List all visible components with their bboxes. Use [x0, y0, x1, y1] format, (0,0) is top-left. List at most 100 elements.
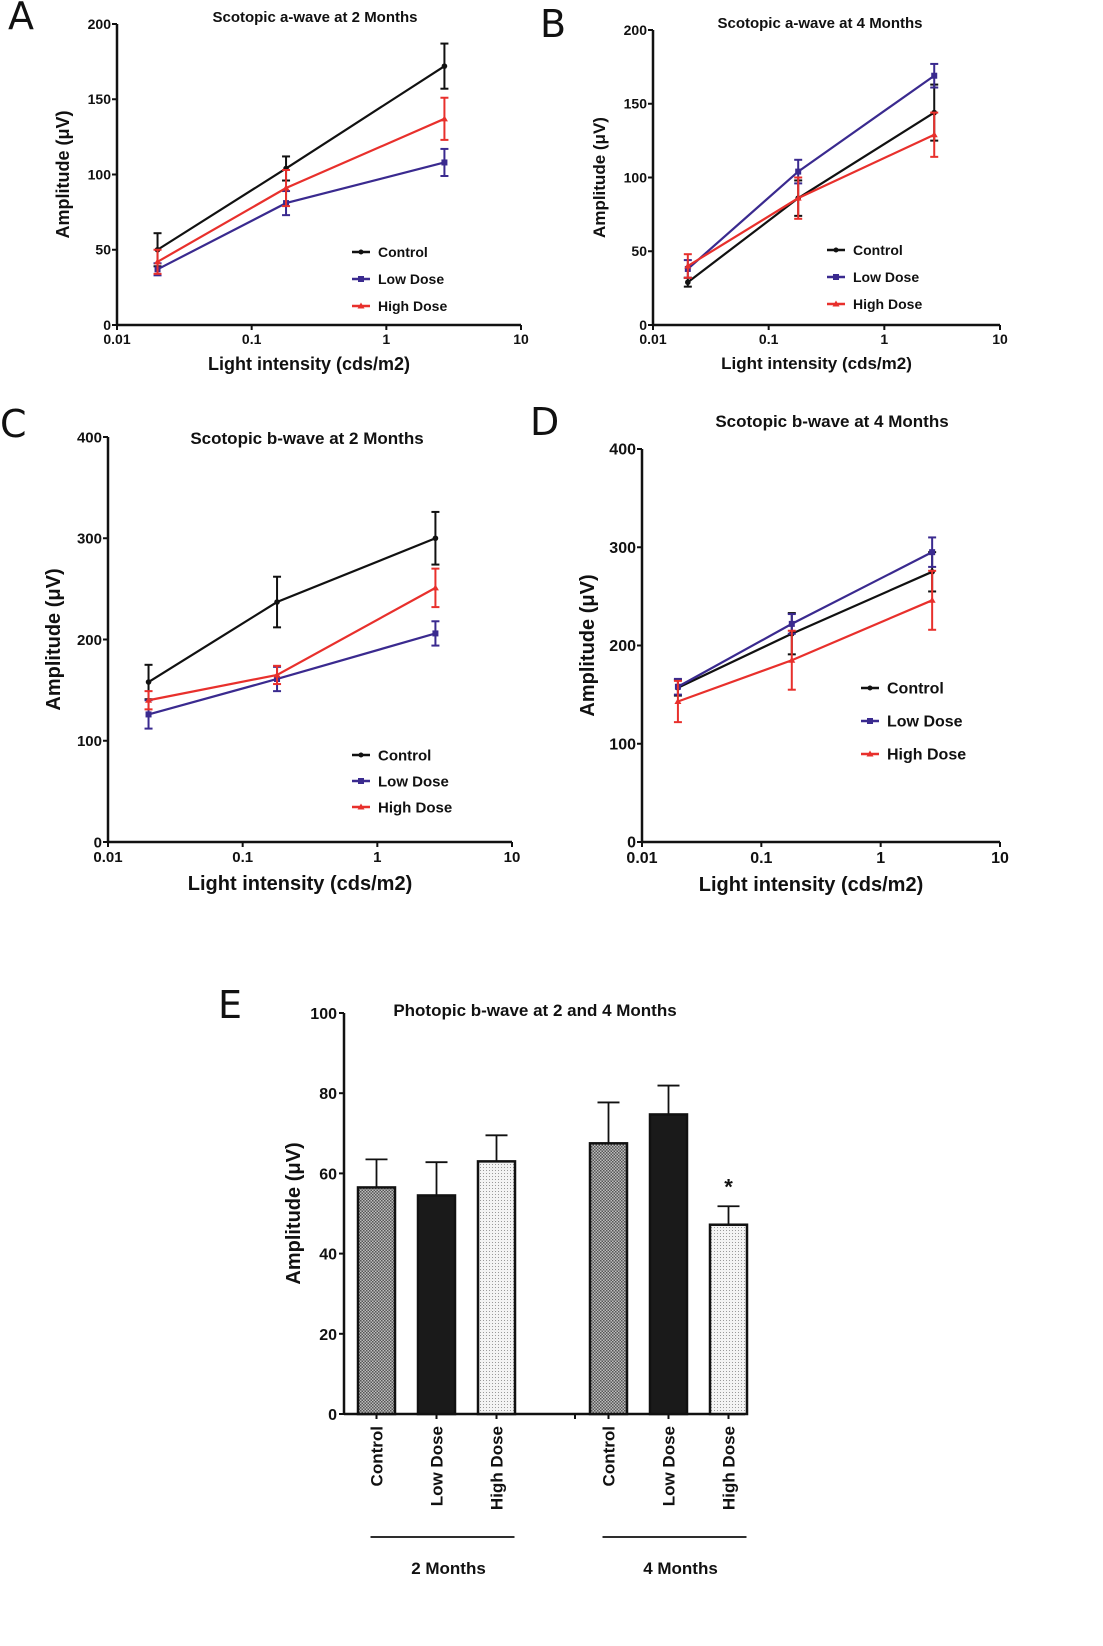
y-tick-label: 100 — [310, 1006, 337, 1023]
legend-item-low-dose: Low Dose — [352, 773, 449, 790]
y-tick-label: 50 — [631, 243, 647, 259]
x-tick-label: 0.1 — [750, 850, 772, 867]
y-tick-label: 300 — [77, 531, 102, 548]
legend-marker — [357, 302, 365, 309]
x-tick-label: 10 — [991, 850, 1009, 867]
legend-label: Low Dose — [853, 269, 919, 285]
y-tick-label: 150 — [88, 91, 112, 107]
data-point — [788, 656, 796, 663]
panel-letter-d: D — [530, 400, 560, 444]
y-tick-label: 200 — [624, 22, 648, 38]
legend-marker — [832, 300, 840, 307]
legend-label: High Dose — [378, 298, 447, 314]
data-point — [274, 599, 280, 605]
x-tick-label: 0.01 — [639, 331, 666, 347]
y-tick-label: 0 — [94, 834, 102, 851]
legend-item-high-dose: High Dose — [352, 298, 447, 314]
y-tick-label: 100 — [609, 736, 636, 753]
bar-control — [588, 1142, 629, 1416]
legend-item-control: Control — [861, 681, 944, 698]
legend-item-high-dose: High Dose — [861, 747, 966, 764]
category-label: Low Dose — [660, 1426, 679, 1506]
y-tick-label: 40 — [319, 1247, 337, 1264]
legend-item-control: Control — [352, 747, 431, 764]
data-point — [273, 671, 281, 678]
y-tick-label: 200 — [77, 632, 102, 649]
legend-label: Control — [378, 747, 431, 764]
data-point — [145, 696, 153, 703]
y-tick-label: 100 — [88, 166, 112, 182]
x-tick-label: 0.01 — [93, 849, 122, 866]
legend-label: High Dose — [887, 747, 966, 764]
legend-label: Low Dose — [378, 773, 449, 790]
data-point — [432, 535, 439, 542]
group-label: 2 Months — [411, 1559, 486, 1578]
x-tick-label: 0.01 — [103, 331, 130, 347]
data-point — [145, 679, 152, 685]
series-high-dose — [683, 111, 939, 279]
y-axis-label: Amplitude (μV) — [43, 568, 65, 710]
x-tick-label: 10 — [513, 331, 529, 347]
y-tick-label: 60 — [319, 1166, 337, 1183]
x-tick-label: 1 — [880, 331, 888, 347]
panel-letter-b: B — [540, 2, 567, 46]
data-point — [154, 258, 162, 265]
data-point — [928, 596, 936, 603]
x-tick-label: 10 — [504, 849, 521, 866]
series-high-dose — [153, 96, 449, 275]
x-axis-label: Light intensity (cds/m2) — [699, 874, 923, 896]
bar-high-dose — [708, 1223, 749, 1416]
significance-marker: * — [724, 1174, 733, 1199]
group-label: 4 Months — [643, 1559, 718, 1578]
data-point — [794, 194, 802, 201]
legend-label: Low Dose — [887, 714, 963, 731]
y-tick-label: 150 — [624, 96, 648, 112]
data-point — [441, 63, 448, 69]
y-tick-label: 200 — [88, 16, 112, 32]
y-tick-label: 0 — [639, 317, 647, 333]
y-tick-label: 300 — [609, 540, 636, 557]
legend-item-control: Control — [352, 244, 428, 260]
x-tick-label: 1 — [382, 331, 390, 347]
data-point — [432, 630, 439, 637]
legend-label: High Dose — [378, 799, 452, 816]
x-axis-label: Light intensity (cds/m2) — [208, 354, 410, 374]
x-axis-label: Light intensity (cds/m2) — [188, 873, 412, 895]
series-high-dose — [144, 567, 440, 711]
legend-item-low-dose: Low Dose — [827, 269, 919, 285]
category-label: Low Dose — [428, 1426, 447, 1506]
category-label: Control — [600, 1426, 619, 1486]
legend-item-control: Control — [827, 242, 903, 258]
data-point — [788, 620, 795, 627]
legend-marker — [357, 803, 365, 810]
chart-a-title: Scotopic a-wave at 2 Months — [212, 9, 417, 26]
y-tick-label: 100 — [624, 169, 648, 185]
legend-marker — [867, 685, 873, 691]
y-tick-label: 0 — [328, 1407, 337, 1424]
data-point — [684, 262, 692, 269]
legend-marker — [833, 247, 839, 253]
bar-group-4-months: Control Low Dose High Dose * 4 Months — [588, 1084, 749, 1578]
bar-low-dose — [648, 1113, 689, 1416]
legend-label: Control — [378, 244, 428, 260]
x-tick-label: 0.1 — [232, 849, 253, 866]
y-tick-label: 400 — [77, 429, 102, 446]
legend-item-high-dose: High Dose — [827, 296, 922, 312]
legend-label: Control — [887, 681, 944, 698]
y-tick-label: 0 — [103, 317, 111, 333]
legend-marker — [833, 274, 839, 280]
legend-item-low-dose: Low Dose — [861, 714, 963, 731]
data-point — [282, 184, 290, 191]
x-axis-label: Light intensity (cds/m2) — [721, 354, 912, 373]
y-tick-label: 200 — [609, 638, 636, 655]
y-tick-label: 50 — [95, 242, 111, 258]
legend-marker — [866, 750, 874, 757]
legend-marker — [358, 249, 364, 255]
category-label: High Dose — [720, 1426, 739, 1510]
category-label: High Dose — [488, 1426, 507, 1510]
bar-control — [356, 1186, 397, 1416]
chart-e-title: Photopic b-wave at 2 and 4 Months — [393, 1001, 676, 1020]
